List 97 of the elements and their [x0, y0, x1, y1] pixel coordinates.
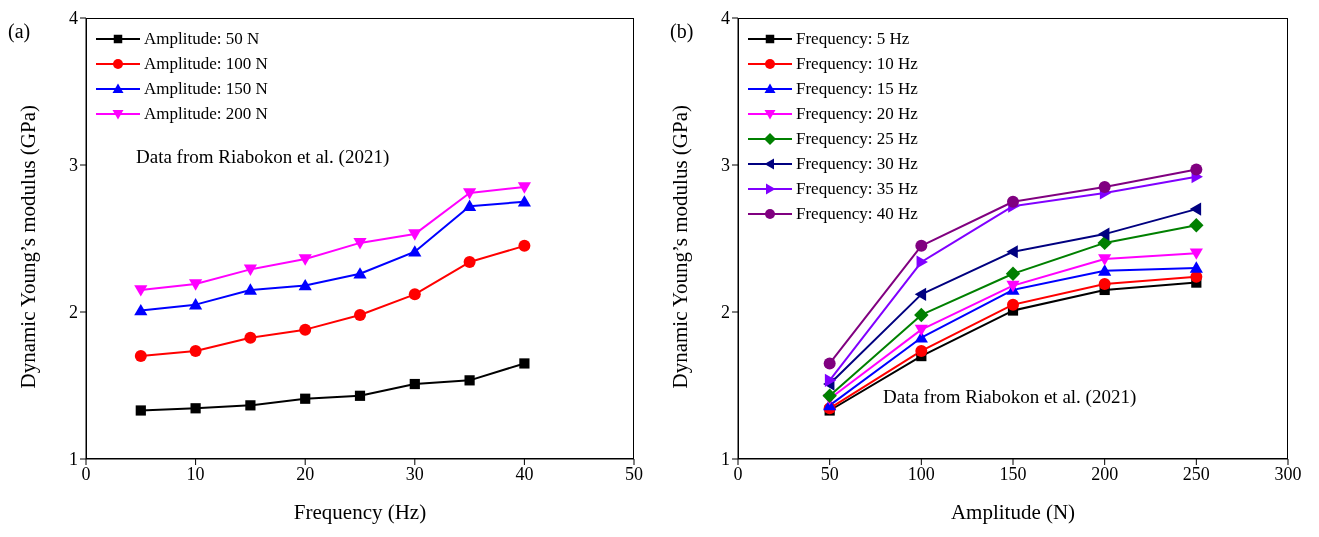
point: [1190, 163, 1203, 176]
legend-label: Frequency: 15 Hz: [796, 78, 918, 99]
point: [134, 350, 147, 363]
y-tick-label: 2: [721, 302, 730, 323]
point: [1007, 298, 1019, 311]
point: [353, 267, 367, 279]
y-tick-label: 3: [721, 155, 730, 176]
point: [189, 298, 203, 310]
x-tick-label: 50: [820, 463, 839, 484]
point: [1098, 278, 1111, 291]
point: [463, 256, 476, 269]
point: [463, 199, 477, 211]
point: [916, 255, 928, 269]
y-tick-label: 3: [69, 155, 78, 176]
point: [824, 373, 837, 387]
point: [189, 279, 203, 291]
legend-label: Amplitude: 50 N: [144, 28, 260, 49]
x-tick-label: 250: [1182, 463, 1210, 484]
x-tick-label: 50: [625, 463, 643, 484]
point: [1098, 227, 1110, 241]
x-tick-label: 0: [733, 463, 743, 484]
legend-label: Amplitude: 100 N: [144, 53, 268, 74]
annotation: Data from Riabokon et al. (2021): [883, 386, 1137, 408]
chart-title: (b): [670, 20, 694, 43]
y-axis-title: Dynamic Young’s modulus (GPa): [668, 104, 693, 389]
point: [914, 324, 928, 337]
point: [1189, 261, 1203, 273]
point: [517, 195, 531, 207]
x-tick-label: 10: [186, 463, 205, 484]
point: [915, 239, 928, 252]
point: [353, 238, 367, 250]
point: [409, 378, 420, 390]
point: [517, 182, 531, 194]
x-tick-label: 20: [296, 463, 315, 484]
point: [300, 393, 311, 404]
point: [823, 357, 836, 370]
y-tick-label: 1: [69, 449, 78, 470]
legend-label: Frequency: 10 Hz: [796, 53, 918, 74]
point: [243, 283, 257, 295]
point: [298, 278, 312, 291]
point: [914, 307, 929, 323]
y-tick-label: 1: [721, 449, 730, 470]
point: [519, 358, 530, 369]
x-axis-title: Frequency (Hz): [293, 500, 427, 524]
y-tick-label: 4: [69, 8, 78, 29]
x-axis-title: Amplitude (N): [950, 500, 1076, 524]
point: [1007, 195, 1019, 208]
point: [244, 331, 257, 344]
point: [189, 344, 202, 357]
point: [354, 390, 366, 401]
x-tick-label: 30: [405, 463, 424, 484]
point: [1189, 202, 1202, 216]
point: [822, 388, 837, 403]
point: [1098, 181, 1111, 194]
x-tick-label: 200: [1091, 463, 1119, 484]
point: [243, 264, 257, 276]
point: [190, 403, 201, 414]
annotation: Data from Riabokon et al. (2021): [136, 146, 390, 168]
point: [245, 400, 256, 411]
legend-label: Frequency: 25 Hz: [796, 128, 918, 149]
point: [135, 405, 146, 416]
point: [408, 288, 421, 301]
point: [914, 331, 928, 343]
point: [134, 285, 148, 297]
point: [408, 245, 422, 257]
y-axis-title: Dynamic Young’s modulus (GPa): [16, 104, 41, 389]
x-tick-label: 0: [81, 463, 91, 484]
legend-label: Frequency: 35 Hz: [796, 178, 918, 199]
point: [464, 375, 475, 386]
point: [408, 229, 422, 241]
point: [914, 287, 927, 301]
chart-title: (a): [8, 20, 31, 43]
point: [1098, 264, 1112, 276]
legend-label: Frequency: 20 Hz: [796, 103, 918, 124]
x-tick-label: 100: [907, 463, 935, 484]
point: [915, 344, 928, 357]
legend-label: Frequency: 40 Hz: [796, 203, 918, 224]
point: [1005, 266, 1021, 281]
point: [518, 239, 531, 252]
legend-label: Frequency: 5 Hz: [796, 28, 910, 49]
y-tick-label: 2: [69, 302, 78, 323]
y-tick-label: 4: [721, 8, 730, 29]
x-tick-label: 40: [515, 463, 534, 484]
point: [1006, 245, 1018, 259]
x-tick-label: 300: [1274, 463, 1302, 484]
point: [1098, 254, 1112, 266]
x-tick-label: 150: [999, 463, 1027, 484]
point: [463, 188, 477, 200]
point: [299, 323, 312, 336]
point: [298, 254, 312, 266]
point: [1189, 248, 1203, 260]
point: [134, 303, 148, 316]
legend-label: Frequency: 30 Hz: [796, 153, 918, 174]
point: [354, 308, 366, 321]
point: [1189, 218, 1204, 233]
legend-label: Amplitude: 200 N: [144, 103, 268, 124]
legend-label: Amplitude: 150 N: [144, 78, 268, 99]
